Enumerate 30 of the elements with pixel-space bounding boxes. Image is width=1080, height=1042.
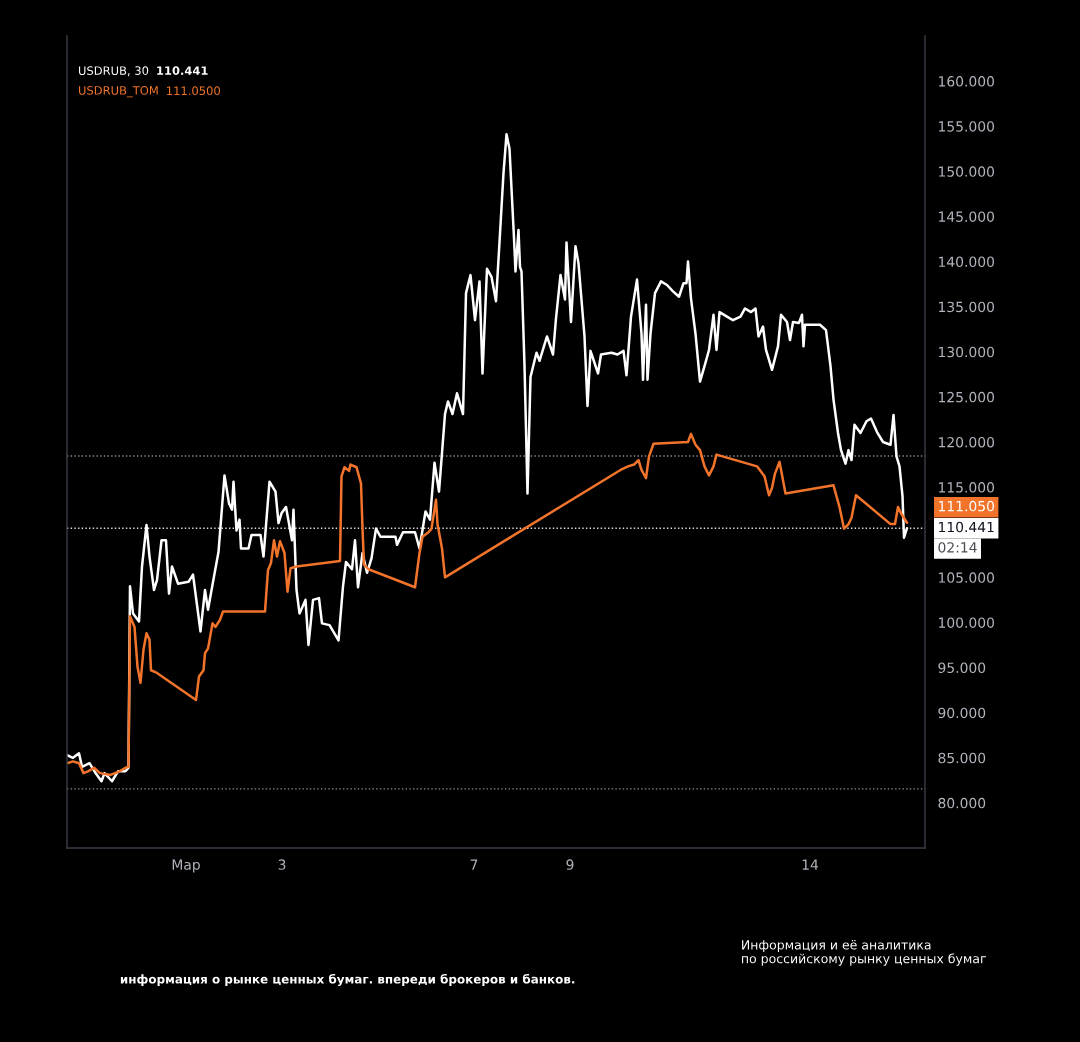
text: 110.441 bbox=[939, 521, 994, 533]
y-tick-label: 145.000 bbox=[939, 211, 995, 222]
x-tick-label: 9 bbox=[566, 859, 574, 870]
text: Информация и её аналитика по российскому рынку ценных бумаг bbox=[742, 939, 986, 966]
y-tick-label: 90.000 bbox=[938, 707, 986, 719]
y-tick-label: 105.000 bbox=[939, 572, 995, 583]
y-tick-label: 125.000 bbox=[939, 391, 995, 403]
y-tick-label: 130.000 bbox=[939, 346, 995, 358]
x-tick-label: 7 bbox=[470, 859, 478, 870]
annotation: 111.0500 bbox=[167, 86, 220, 96]
y-tick-label: 80.000 bbox=[938, 797, 986, 809]
annotation: 110.441 bbox=[157, 66, 208, 75]
y-tick-label: 160.000 bbox=[939, 76, 995, 87]
y-tick-label: 115.000 bbox=[939, 482, 995, 493]
x-tick-label: 3 bbox=[278, 859, 286, 870]
x-tick-label: 14 bbox=[802, 859, 819, 870]
y-tick-label: 150.000 bbox=[939, 166, 995, 177]
text: USDRUB, 30 bbox=[78, 66, 149, 77]
text: USDRUB_TOM bbox=[78, 86, 158, 98]
y-tick-label: 155.000 bbox=[939, 121, 995, 132]
x-tick-label: Мар bbox=[172, 859, 200, 873]
text: 111.050 bbox=[939, 500, 995, 512]
y-tick-label: 140.000 bbox=[939, 256, 995, 268]
y-tick-label: 100.000 bbox=[939, 617, 995, 628]
y-tick-label: 95.000 bbox=[938, 662, 986, 674]
text: информация о рынке ценных бумаг. впереди брокеров и банков. bbox=[120, 973, 575, 987]
text: 02:14 bbox=[938, 542, 977, 553]
y-tick-label: 120.000 bbox=[939, 436, 995, 448]
y-tick-label: 85.000 bbox=[938, 752, 986, 764]
y-tick-label: 135.000 bbox=[939, 301, 995, 313]
